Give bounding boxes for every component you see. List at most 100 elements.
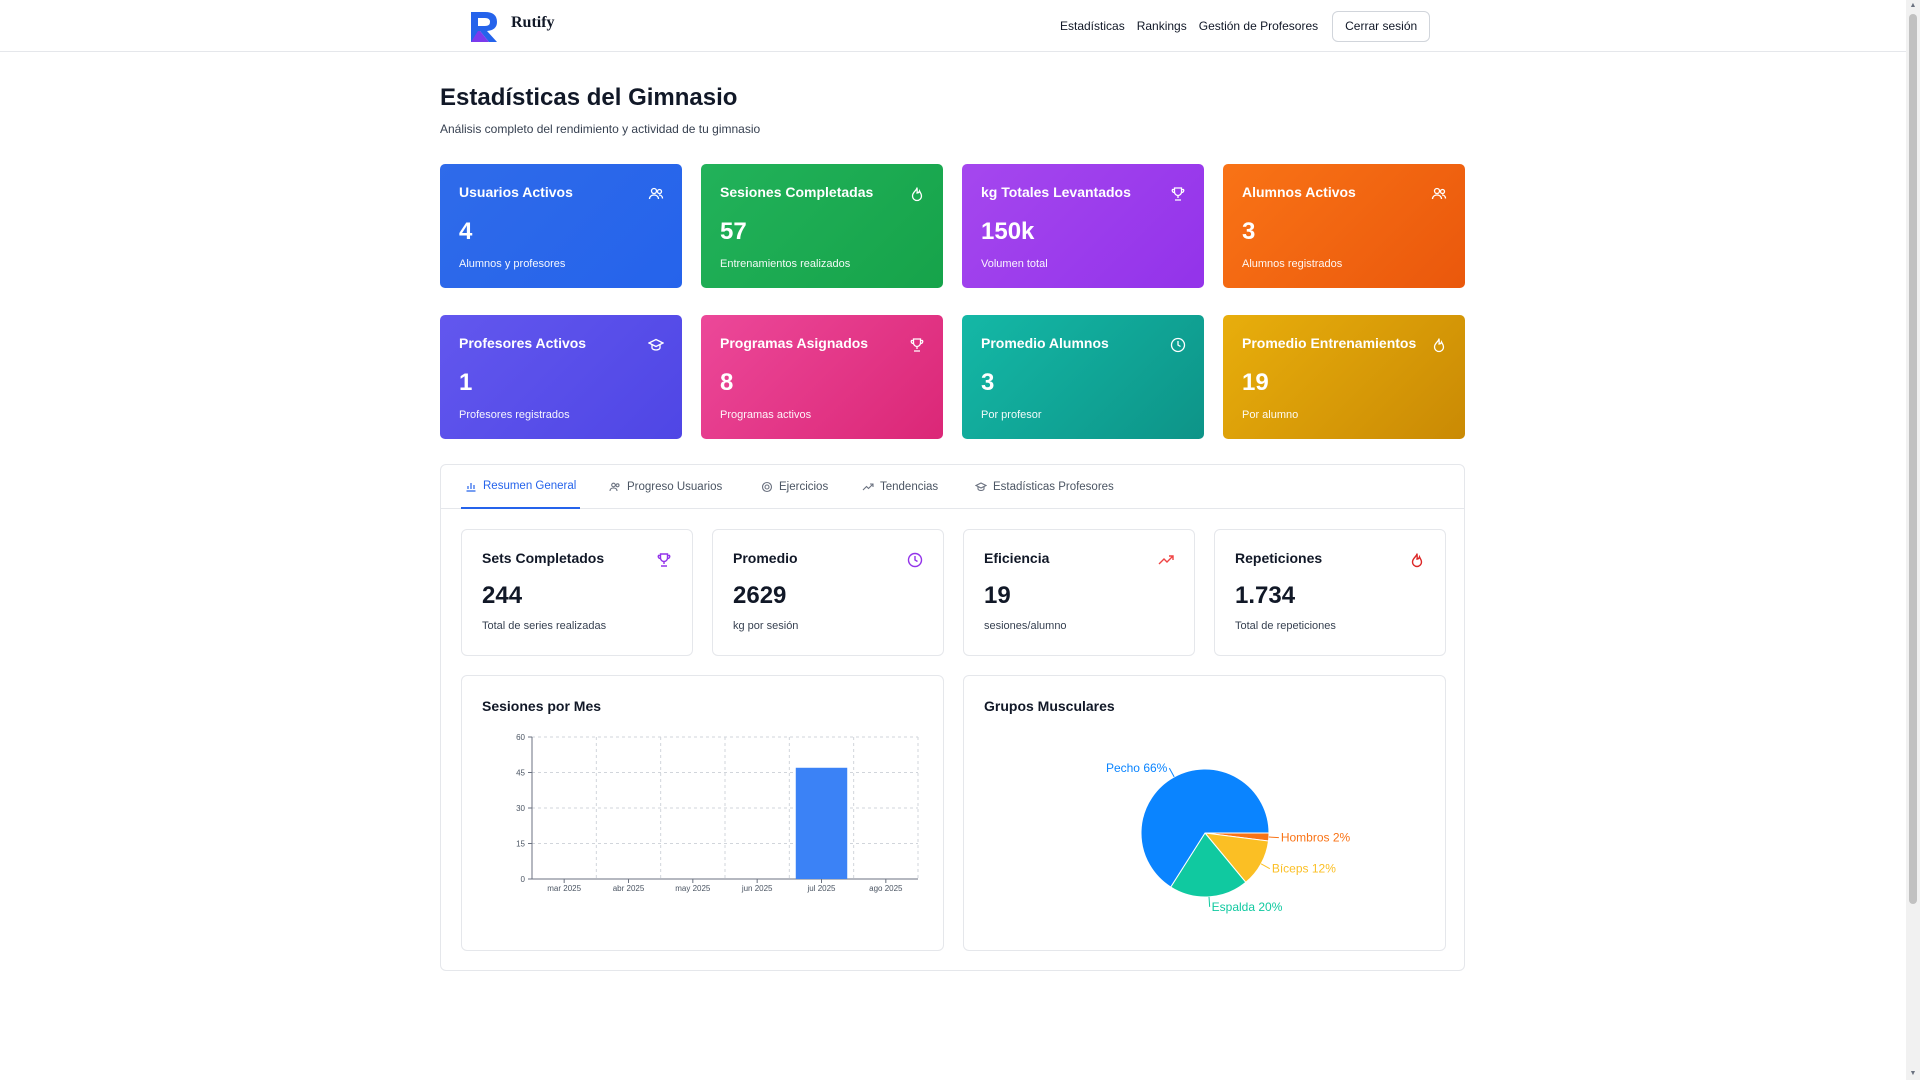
- y-tick-label: 0: [521, 875, 526, 884]
- summary-card-sets-completados: Sets Completados 244 Total de series rea…: [461, 529, 693, 656]
- chart-title: Sesiones por Mes: [482, 698, 602, 714]
- pie-label: Espalda 20%: [1212, 900, 1283, 914]
- tab-progreso-usuarios[interactable]: Progreso Usuarios: [609, 465, 722, 509]
- graduation-cap-icon: [648, 338, 664, 351]
- page-subtitle: Análisis completo del rendimiento y acti…: [440, 122, 761, 136]
- stat-card-title: Promedio Alumnos: [981, 335, 1109, 351]
- summary-card-subtitle: kg por sesión: [733, 620, 799, 632]
- trophy-icon: [657, 553, 671, 567]
- x-tick-label: mar 2025: [547, 884, 581, 893]
- nav-estadisticas[interactable]: Estadísticas: [1060, 19, 1125, 33]
- nav-rankings[interactable]: Rankings: [1136, 19, 1187, 33]
- graduation-cap-icon: [975, 482, 987, 492]
- rutify-logo-icon[interactable]: [468, 8, 502, 44]
- stat-card-title: Promedio Entrenamientos: [1242, 335, 1417, 351]
- stat-card-usuarios-activos: Usuarios Activos 4 Alumnos y profesores: [440, 164, 682, 288]
- stat-card-subtitle: Por profesor: [981, 409, 1042, 421]
- pie-label-leader: [1168, 767, 1175, 778]
- tab-bar: Resumen General Progreso Usuarios Ejerci…: [441, 465, 1464, 509]
- trophy-icon: [910, 338, 924, 352]
- stat-card-kg-totales: kg Totales Levantados 150k Volumen total: [962, 164, 1204, 288]
- pie-label: Pecho 66%: [1106, 761, 1168, 775]
- y-tick-label: 45: [516, 769, 525, 778]
- summary-card-value: 244: [482, 582, 523, 609]
- pie-label-leader: [1208, 896, 1211, 907]
- x-tick-label: may 2025: [675, 884, 711, 893]
- bar: [795, 767, 848, 879]
- stat-card-alumnos-activos: Alumnos Activos 3 Alumnos registrados: [1223, 164, 1465, 288]
- tab-resumen-general[interactable]: Resumen General: [461, 465, 581, 509]
- summary-card-repeticiones: Repeticiones 1.734 Total de repeticiones: [1214, 529, 1446, 656]
- bar-chart-icon: [466, 483, 476, 492]
- pie-label-leader: [1268, 836, 1279, 839]
- y-tick-label: 60: [516, 733, 525, 742]
- y-tick-label: 30: [516, 804, 525, 813]
- tab-label: Ejercicios: [779, 481, 829, 493]
- stat-card-subtitle: Alumnos y profesores: [459, 258, 566, 270]
- pie-slice: [1170, 832, 1247, 898]
- summary-card-value: 2629: [733, 582, 787, 609]
- tab-label: Progreso Usuarios: [627, 481, 723, 493]
- stat-card-promedio-alumnos: Promedio Alumnos 3 Por profesor: [962, 315, 1204, 439]
- tab-label: Tendencias: [880, 481, 939, 493]
- tab-estadisticas-profesores[interactable]: Estadísticas Profesores: [975, 465, 1114, 509]
- stat-card-title: Alumnos Activos: [1242, 184, 1356, 200]
- summary-card-eficiencia: Eficiencia 19 sesiones/alumno: [963, 529, 1195, 656]
- stat-card-subtitle: Por alumno: [1242, 409, 1299, 421]
- tab-tendencias[interactable]: Tendencias: [862, 465, 938, 509]
- summary-card-title: Repeticiones: [1235, 550, 1323, 566]
- main-nav: Estadísticas Rankings Gestión de Profeso…: [1060, 10, 1431, 42]
- page-title: Estadísticas del Gimnasio: [440, 84, 738, 111]
- pie-chart: Hombros 2% Bíceps 12% Espalda 20% Pecho 66%: [1106, 761, 1351, 914]
- stat-card-programas-asignados: Programas Asignados 8 Programas activos: [701, 315, 943, 439]
- chart-title: Grupos Musculares: [984, 698, 1115, 714]
- y-tick-label: 15: [516, 840, 525, 849]
- stat-card-subtitle: Programas activos: [720, 409, 812, 421]
- clock-icon: [1170, 337, 1186, 353]
- trophy-icon: [1171, 187, 1185, 201]
- scrollbar[interactable]: ▲ ▼: [1906, 0, 1920, 1080]
- chart-grupos-musculares: Grupos Musculares Hombros 2% Bíceps 12% Es…: [963, 675, 1446, 951]
- summary-card-title: Promedio: [733, 550, 798, 566]
- x-tick-label: abr 2025: [613, 884, 645, 893]
- tab-label: Resumen General: [483, 480, 577, 492]
- users-icon: [609, 482, 620, 492]
- trending-up-icon: [1158, 555, 1174, 565]
- users-icon: [1431, 187, 1447, 200]
- stat-card-value: 3: [981, 369, 995, 396]
- users-icon: [648, 187, 664, 200]
- brand-name[interactable]: Rutify: [511, 14, 555, 31]
- flame-icon: [1433, 338, 1445, 353]
- clock-icon: [907, 552, 923, 568]
- stat-card-subtitle: Volumen total: [981, 258, 1048, 270]
- x-tick-label: jul 2025: [806, 884, 836, 893]
- stat-card-subtitle: Profesores registrados: [459, 409, 570, 421]
- stats-tabs-panel: Resumen General Progreso Usuarios Ejerci…: [440, 464, 1465, 971]
- scroll-up-arrow-icon[interactable]: ▲: [1909, 2, 1917, 9]
- top-navbar: Rutify Estadísticas Rankings Gestión de …: [0, 0, 1906, 52]
- target-icon: [761, 481, 773, 493]
- stat-card-title: Profesores Activos: [459, 335, 587, 351]
- scrollbar-thumb[interactable]: [1909, 14, 1917, 904]
- stat-card-subtitle: Entrenamientos realizados: [720, 258, 851, 270]
- scroll-down-arrow-icon[interactable]: ▼: [1909, 1070, 1917, 1077]
- pie-label-leader: [1260, 863, 1271, 870]
- summary-card-value: 1.734: [1235, 582, 1296, 609]
- pie-label: Hombros 2%: [1281, 831, 1351, 845]
- summary-card-value: 19: [984, 582, 1011, 609]
- summary-card-title: Eficiencia: [984, 550, 1050, 566]
- bar-chart: 0 15 30 45 60 mar 2025 abr 2025 may 2025 jun 202…: [516, 733, 919, 893]
- stat-card-promedio-entrenamientos: Promedio Entrenamientos 19 Por alumno: [1223, 315, 1465, 439]
- stat-card-sesiones-completadas: Sesiones Completadas 57 Entrenamientos r…: [701, 164, 943, 288]
- stat-card-title: Sesiones Completadas: [720, 184, 874, 200]
- tab-label: Estadísticas Profesores: [993, 481, 1114, 493]
- summary-card-subtitle: Total de series realizadas: [482, 620, 607, 632]
- stat-card-value: 150k: [981, 218, 1035, 245]
- stat-cards-grid: Usuarios Activos 4 Alumnos y profesores …: [440, 164, 1465, 439]
- tab-ejercicios[interactable]: Ejercicios: [761, 465, 828, 509]
- stat-card-value: 1: [459, 369, 473, 396]
- pie-label: Bíceps 12%: [1272, 862, 1336, 876]
- summary-card-promedio: Promedio 2629 kg por sesión: [712, 529, 944, 656]
- nav-gestion-profesores[interactable]: Gestión de Profesores: [1198, 19, 1319, 33]
- logout-button[interactable]: Cerrar sesión: [1332, 10, 1431, 42]
